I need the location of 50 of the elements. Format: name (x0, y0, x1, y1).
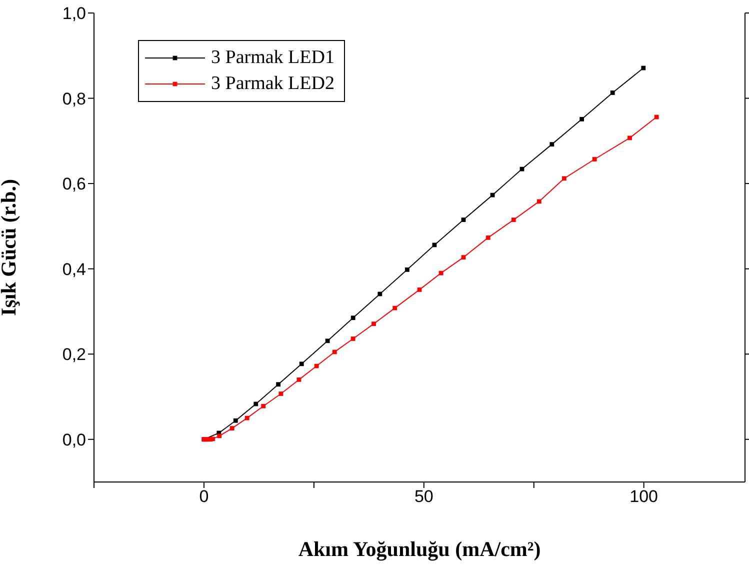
point (278, 392, 284, 396)
point (438, 270, 444, 276)
point (372, 322, 376, 326)
point (299, 362, 304, 366)
point (296, 377, 302, 382)
point (404, 267, 410, 272)
point (641, 66, 646, 70)
point (536, 199, 542, 204)
point (350, 336, 356, 341)
point (654, 114, 659, 120)
point (610, 90, 615, 95)
point (261, 404, 266, 408)
point (244, 416, 250, 420)
point (550, 142, 554, 147)
x-tick-label: 0 (199, 487, 209, 506)
y-tick-label: 1,0 (62, 4, 86, 24)
y-tick-label: 0,2 (62, 345, 86, 364)
point (217, 434, 222, 438)
point (490, 192, 495, 198)
point (486, 235, 490, 240)
legend-label: 3 Parmak LED1 (211, 47, 334, 69)
point (378, 292, 382, 296)
x-tick-label: 100 (630, 487, 658, 506)
point (314, 364, 319, 368)
y-tick-label: 0,8 (62, 89, 86, 108)
point (233, 418, 238, 423)
point (392, 306, 398, 310)
legend-label: 3 Parmak LED2 (211, 73, 334, 95)
point (350, 316, 356, 320)
point (332, 350, 337, 354)
point (461, 218, 466, 222)
point (432, 242, 437, 248)
point (230, 426, 234, 430)
point (417, 288, 422, 292)
y-tick-label: 0,0 (62, 430, 86, 450)
point (325, 338, 330, 344)
point (580, 116, 584, 122)
x-axis-title: Akım Yoğunluğu (mA/cm²) (298, 537, 541, 561)
point (210, 436, 215, 442)
point (511, 218, 516, 222)
point (276, 382, 281, 387)
y-axis-title: Işık Gücü (r.b.) (0, 179, 20, 316)
y-tick-label: 0,4 (62, 260, 86, 279)
point (562, 176, 566, 181)
point (254, 402, 258, 406)
point (592, 157, 597, 162)
point (628, 136, 632, 140)
point (461, 255, 466, 260)
y-tick-label: 0,6 (62, 174, 86, 194)
x-tick-label: 50 (414, 487, 434, 506)
